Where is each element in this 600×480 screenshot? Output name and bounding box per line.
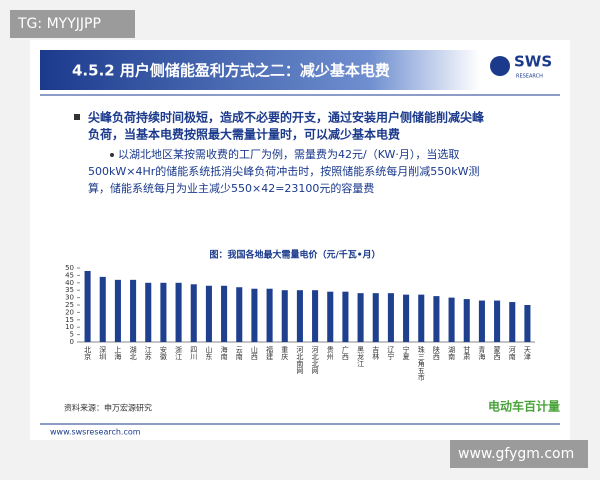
bar xyxy=(463,299,470,342)
source: 资料来源：申万宏源研究 xyxy=(64,403,152,413)
bar xyxy=(236,287,243,342)
x-tick-label: 浙江 xyxy=(175,345,183,361)
x-tick-label: 山西 xyxy=(250,345,258,361)
bullet-text: 负荷，当基本电费按照最大需量计量时，可以减少基本电费 xyxy=(88,127,400,142)
watermark: TG: MYYJJPP xyxy=(17,16,101,32)
bar xyxy=(175,282,182,342)
bar xyxy=(114,279,121,342)
logo: SWS xyxy=(514,53,552,71)
bar xyxy=(190,284,197,342)
x-tick-label: 辽宁 xyxy=(387,346,395,360)
sub-bullet-text: 算，储能系统每月为业主减少550×42=23100元的容量费 xyxy=(88,181,374,195)
bar xyxy=(448,297,455,342)
bar xyxy=(433,296,440,342)
bar xyxy=(372,293,379,342)
x-tick-label: 广西 xyxy=(341,345,349,361)
y-tick-label: 30 xyxy=(65,294,74,302)
sub-bullet-text: 500kW×4Hr的储能系统抵消尖峰负荷冲击时，按照储能系统每月削减550kW测 xyxy=(88,164,480,178)
x-tick-label: 深圳 xyxy=(99,345,107,361)
y-tick-label: 0 xyxy=(70,338,74,346)
bar xyxy=(403,294,410,342)
y-tick-label: 20 xyxy=(65,308,74,316)
x-tick-label: 宁夏 xyxy=(402,345,410,360)
y-tick-label: 35 xyxy=(65,286,74,294)
x-tick-label: 海南 xyxy=(220,345,228,360)
x-tick-label: 贵州 xyxy=(326,345,334,360)
x-tick-label: 陕西 xyxy=(432,345,440,361)
bullet-square xyxy=(74,114,80,120)
x-tick-label: 北京 xyxy=(84,346,92,361)
x-tick-label: 湖南 xyxy=(448,345,456,360)
x-tick-label: 珠三角五市 xyxy=(417,345,425,382)
x-tick-label: 天津 xyxy=(523,346,531,361)
bar xyxy=(205,285,212,342)
footer: www.swsresearch.com xyxy=(50,428,141,437)
bar xyxy=(478,300,485,342)
sub-bullet-text: 以湖北地区某按需收费的工厂为例，需量费为42元/（KW·月），当选取 xyxy=(118,147,459,161)
bar xyxy=(145,282,152,342)
bar xyxy=(357,293,364,342)
brand: 电动车百计量 xyxy=(488,399,560,414)
bar xyxy=(296,290,303,342)
x-tick-label: 甘肃 xyxy=(463,345,471,361)
bar xyxy=(221,285,228,342)
x-tick-label: 江苏 xyxy=(144,346,152,361)
y-tick-label: 10 xyxy=(65,323,74,331)
y-tick-label: 5 xyxy=(70,331,74,339)
x-tick-label: 黑龙江 xyxy=(357,346,365,368)
logo-icon xyxy=(490,56,510,76)
bar xyxy=(266,288,273,342)
bar xyxy=(281,290,288,342)
bar xyxy=(160,282,167,342)
slide-title: 4.5.2 用户侧储能盈利方式之二：减少基本电费 xyxy=(72,62,390,80)
x-tick-label: 青海 xyxy=(478,345,486,361)
x-tick-label: 河南 xyxy=(508,346,516,360)
y-tick-label: 50 xyxy=(65,264,74,272)
chart-title: 图：我国各地最大需量电价（元/千瓦•月） xyxy=(209,249,380,261)
x-tick-label: 四川 xyxy=(190,346,198,360)
bar xyxy=(524,305,531,342)
watermark-box xyxy=(450,440,588,468)
bar xyxy=(99,276,106,342)
bar xyxy=(418,294,425,342)
header-band xyxy=(40,50,480,90)
x-tick-label: 安徽 xyxy=(159,345,167,361)
y-tick-label: 45 xyxy=(65,271,74,279)
slide xyxy=(30,40,570,440)
logo-sub: RESEARCH xyxy=(516,74,543,80)
x-tick-label: 重庆 xyxy=(281,346,289,361)
x-tick-label: 山东 xyxy=(205,345,213,360)
bar xyxy=(327,291,334,342)
x-tick-label: 吉林 xyxy=(372,346,380,361)
watermark-box xyxy=(10,10,135,38)
bar xyxy=(84,270,91,342)
x-tick-label: 河北北网 xyxy=(311,346,319,375)
y-tick-label: 15 xyxy=(65,316,74,324)
x-tick-label: 上海 xyxy=(114,345,122,361)
y-tick-label: 40 xyxy=(65,279,74,287)
bar xyxy=(251,288,258,342)
bar xyxy=(509,302,516,342)
bullet-dot xyxy=(110,153,114,157)
x-tick-label: 云南 xyxy=(235,346,243,360)
bullet-text: 尖峰负荷持续时间极短，造成不必要的开支，通过安装用户侧储能削减尖峰 xyxy=(88,110,485,125)
bar xyxy=(342,291,349,342)
bar xyxy=(494,300,501,342)
watermark: www.gfygm.com xyxy=(458,446,574,462)
x-tick-label: 湖北 xyxy=(129,345,137,361)
bar xyxy=(387,293,394,342)
x-tick-label: 河北南网 xyxy=(296,346,304,375)
x-tick-label: 蒙西 xyxy=(493,345,501,361)
y-tick-label: 25 xyxy=(65,301,74,309)
bar xyxy=(312,290,319,342)
bar xyxy=(130,279,137,342)
x-tick-label: 福建 xyxy=(266,345,274,361)
